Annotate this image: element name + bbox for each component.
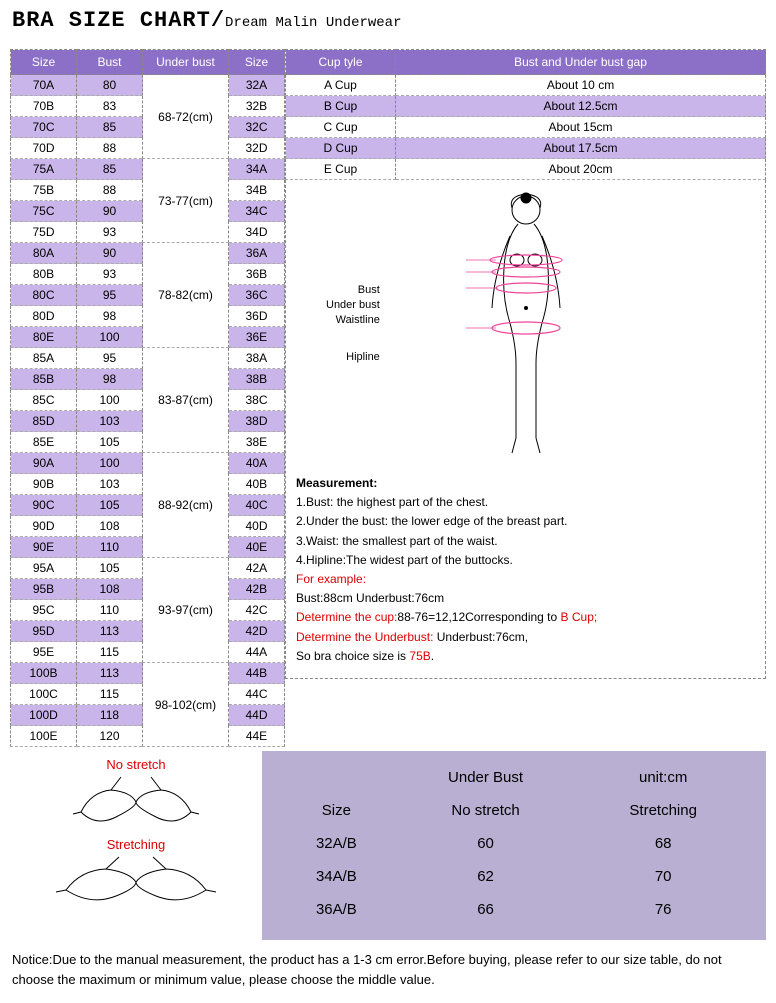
- label-hipline: Hipline: [326, 350, 380, 365]
- table-row: 75A8573-77(cm)34A: [11, 159, 285, 180]
- example-title: For example:: [296, 570, 755, 589]
- example-1: Bust:88cm Underbust:76cm: [296, 589, 755, 608]
- col-header: Under bust: [143, 50, 229, 75]
- meas-l2: 2.Under the bust: the lower edge of the …: [296, 512, 755, 531]
- c2: No stretch: [393, 794, 579, 827]
- h1: Under Bust: [393, 761, 579, 794]
- table-row: 70A8068-72(cm)32A: [11, 75, 285, 96]
- table-row: 36A/B6676: [280, 893, 748, 926]
- measurement-text: Measurement: 1.Bust: the highest part of…: [296, 474, 755, 666]
- body-figure: Bust Under bust Waistline Hipline: [296, 188, 755, 468]
- table-row: 85A9583-87(cm)38A: [11, 348, 285, 369]
- label-underbust: Under bust: [326, 298, 380, 313]
- size-table-wrap: SizeBustUnder bustSize70A8068-72(cm)32A7…: [10, 49, 285, 747]
- main-content: SizeBustUnder bustSize70A8068-72(cm)32A7…: [0, 49, 776, 747]
- table-row: C CupAbout 15cm: [286, 117, 766, 138]
- label-bust: Bust: [326, 283, 380, 298]
- right-column: Cup tyleBust and Under bust gapA CupAbou…: [285, 49, 766, 747]
- col-header: Size: [11, 50, 77, 75]
- meas-title: Measurement:: [296, 476, 377, 490]
- bra-no-stretch-icon: [61, 772, 211, 830]
- title-sub: Dream Malin Underwear: [225, 15, 401, 31]
- ex2b: 88-76=12,12Corresponding to: [397, 610, 560, 624]
- c1: Size: [280, 794, 393, 827]
- stretching-label: Stretching: [18, 837, 254, 852]
- ex4a: So bra choice size is: [296, 649, 409, 663]
- ex3a: Determine the Underbust:: [296, 630, 433, 644]
- stretch-table: Under Bustunit:cm SizeNo stretchStretchin…: [280, 761, 748, 926]
- body-svg: [466, 188, 586, 458]
- ex2c: B Cup;: [561, 610, 598, 624]
- meas-l3: 3.Waist: the smallest part of the waist.: [296, 532, 755, 551]
- table-row: 32A/B6068: [280, 827, 748, 860]
- h2: unit:cm: [578, 761, 748, 794]
- title-main: BRA SIZE CHART/: [12, 8, 225, 33]
- meas-l1: 1.Bust: the highest part of the chest.: [296, 493, 755, 512]
- table-row: 90A10088-92(cm)40A: [11, 453, 285, 474]
- body-labels: Bust Under bust Waistline Hipline: [326, 283, 380, 365]
- table-row: 95A10593-97(cm)42A: [11, 558, 285, 579]
- header: BRA SIZE CHART/Dream Malin Underwear: [0, 0, 776, 49]
- col-header: Cup tyle: [286, 50, 396, 75]
- c3: Stretching: [578, 794, 748, 827]
- size-table: SizeBustUnder bustSize70A8068-72(cm)32A7…: [10, 49, 285, 747]
- notice-text: Notice:Due to the manual measurement, th…: [0, 940, 776, 1003]
- table-row: B CupAbout 12.5cm: [286, 96, 766, 117]
- table-row: 80A9078-82(cm)36A: [11, 243, 285, 264]
- cup-table: Cup tyleBust and Under bust gapA CupAbou…: [285, 49, 766, 180]
- table-row: E CupAbout 20cm: [286, 159, 766, 180]
- meas-l4: 4.Hipline:The widest part of the buttock…: [296, 551, 755, 570]
- col-header: Size: [229, 50, 285, 75]
- ex3b: Underbust:76cm,: [433, 630, 528, 644]
- table-row: 100B11398-102(cm)44B: [11, 663, 285, 684]
- measurement-box: Bust Under bust Waistline Hipline: [285, 180, 766, 679]
- col-header: Bust: [77, 50, 143, 75]
- ex4b: 75B: [409, 649, 430, 663]
- bottom-row: No stretch Stretching: [10, 751, 766, 940]
- ex4c: .: [431, 649, 434, 663]
- no-stretch-label: No stretch: [18, 757, 254, 772]
- stretch-table-wrap: Under Bustunit:cm SizeNo stretchStretchin…: [262, 751, 766, 940]
- table-row: D CupAbout 17.5cm: [286, 138, 766, 159]
- table-row: A CupAbout 10 cm: [286, 75, 766, 96]
- label-waist: Waistline: [326, 313, 380, 328]
- table-row: 34A/B6270: [280, 860, 748, 893]
- bra-diagrams: No stretch Stretching: [10, 751, 262, 940]
- ex2a: Determine the cup:: [296, 610, 397, 624]
- col-header: Bust and Under bust gap: [396, 50, 766, 75]
- bra-stretching-icon: [51, 852, 221, 910]
